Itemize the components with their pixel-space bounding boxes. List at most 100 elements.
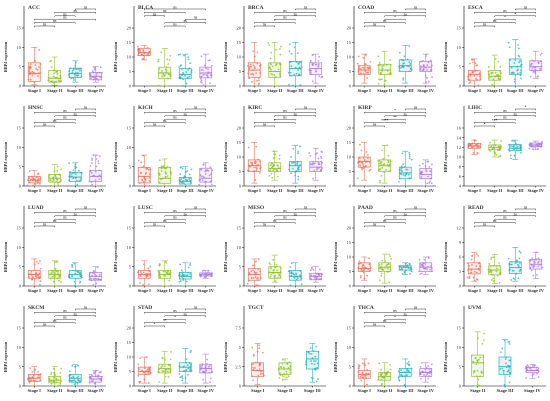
y-tick-label: 10 — [457, 155, 462, 160]
data-point — [537, 61, 540, 64]
data-point — [500, 351, 502, 354]
significance-label: ns — [74, 9, 78, 13]
significance-bracket — [274, 215, 316, 217]
significance-label: ns — [404, 212, 408, 216]
data-point — [361, 168, 363, 171]
significance-bracket — [34, 312, 96, 314]
significance-label: * — [274, 19, 276, 23]
data-point — [477, 254, 480, 257]
x-tick-label: Stage IV — [87, 188, 104, 193]
panel-title: TGCT — [248, 305, 264, 311]
data-point — [268, 174, 271, 177]
data-point — [92, 283, 95, 286]
data-point — [147, 382, 150, 384]
significance-label: ns — [483, 223, 487, 227]
data-point — [56, 165, 59, 168]
y-tick-label: 20 — [237, 26, 242, 31]
data-point — [530, 145, 533, 147]
data-point — [252, 379, 254, 382]
data-point — [519, 77, 522, 80]
data-point — [88, 373, 91, 376]
data-point — [419, 67, 422, 70]
significance-bracket — [144, 12, 186, 14]
data-point — [138, 50, 141, 53]
significance-label: ns — [483, 23, 487, 27]
data-point — [139, 271, 142, 273]
y-tick-label: 16 — [457, 126, 462, 131]
significance-label: ns — [373, 223, 377, 227]
significance-bracket — [405, 8, 426, 11]
data-point — [204, 170, 207, 173]
data-point — [287, 375, 290, 378]
data-point — [164, 375, 167, 378]
data-point — [308, 152, 311, 154]
data-point — [50, 373, 53, 376]
y-tick-label: 2.5 — [235, 364, 241, 369]
data-point — [293, 276, 296, 279]
data-point — [37, 262, 40, 265]
data-point — [36, 68, 39, 71]
data-point — [278, 72, 281, 75]
data-point — [310, 278, 312, 280]
data-point — [379, 78, 382, 81]
data-point — [361, 161, 364, 164]
data-point — [294, 272, 297, 275]
data-point — [38, 49, 40, 51]
data-point — [290, 172, 292, 175]
data-point — [162, 357, 164, 360]
data-point — [38, 66, 40, 69]
data-point — [271, 73, 274, 76]
box — [178, 272, 192, 280]
y-tick-label: 5 — [239, 169, 242, 174]
data-point — [388, 281, 391, 284]
data-point — [70, 77, 73, 80]
data-point — [532, 71, 535, 73]
data-point — [402, 66, 405, 68]
significance-label: ns — [63, 216, 67, 220]
data-point — [252, 74, 255, 76]
data-point — [402, 62, 405, 65]
significance-bracket — [384, 115, 426, 117]
x-tick-label: Stage III — [67, 188, 84, 193]
data-point — [49, 179, 52, 182]
data-point — [146, 168, 148, 170]
y-tick-label: 5 — [129, 264, 132, 269]
significance-bracket — [54, 319, 76, 321]
data-point — [50, 371, 53, 374]
data-point — [537, 75, 539, 78]
y-tick-label: 15 — [237, 226, 242, 231]
data-point — [28, 177, 31, 180]
significance-bracket — [75, 8, 96, 11]
data-point — [410, 158, 413, 161]
significance-bracket — [164, 25, 186, 28]
data-point — [316, 276, 318, 279]
data-point — [99, 155, 101, 158]
data-point — [501, 347, 504, 350]
data-point — [148, 283, 150, 286]
data-point — [356, 62, 359, 65]
x-tick-label: Stage II — [157, 88, 172, 93]
data-point — [408, 155, 411, 158]
y-tick-label: 15 — [347, 326, 352, 331]
data-point — [498, 281, 501, 284]
x-tick-label: Stage III — [397, 388, 414, 393]
significance-label: * — [394, 109, 396, 113]
data-point — [249, 65, 251, 68]
data-point — [270, 51, 273, 54]
panel-skcm: SKCM 0 5 10 15 RBP4 expression ns ns ns ns ns ns Sta… — [3, 305, 106, 393]
data-point — [311, 80, 314, 83]
significance-bracket — [254, 222, 296, 224]
data-point — [70, 173, 72, 175]
significance-label: *** — [492, 119, 498, 123]
data-point — [494, 71, 497, 74]
data-point — [142, 180, 145, 183]
significance-bracket — [474, 12, 536, 14]
data-point — [93, 372, 95, 375]
data-point — [79, 280, 82, 283]
significance-bracket — [364, 25, 385, 28]
box — [357, 156, 371, 168]
data-point — [270, 173, 273, 175]
significance-bracket — [474, 222, 516, 224]
data-point — [381, 167, 384, 169]
data-point — [495, 270, 498, 273]
